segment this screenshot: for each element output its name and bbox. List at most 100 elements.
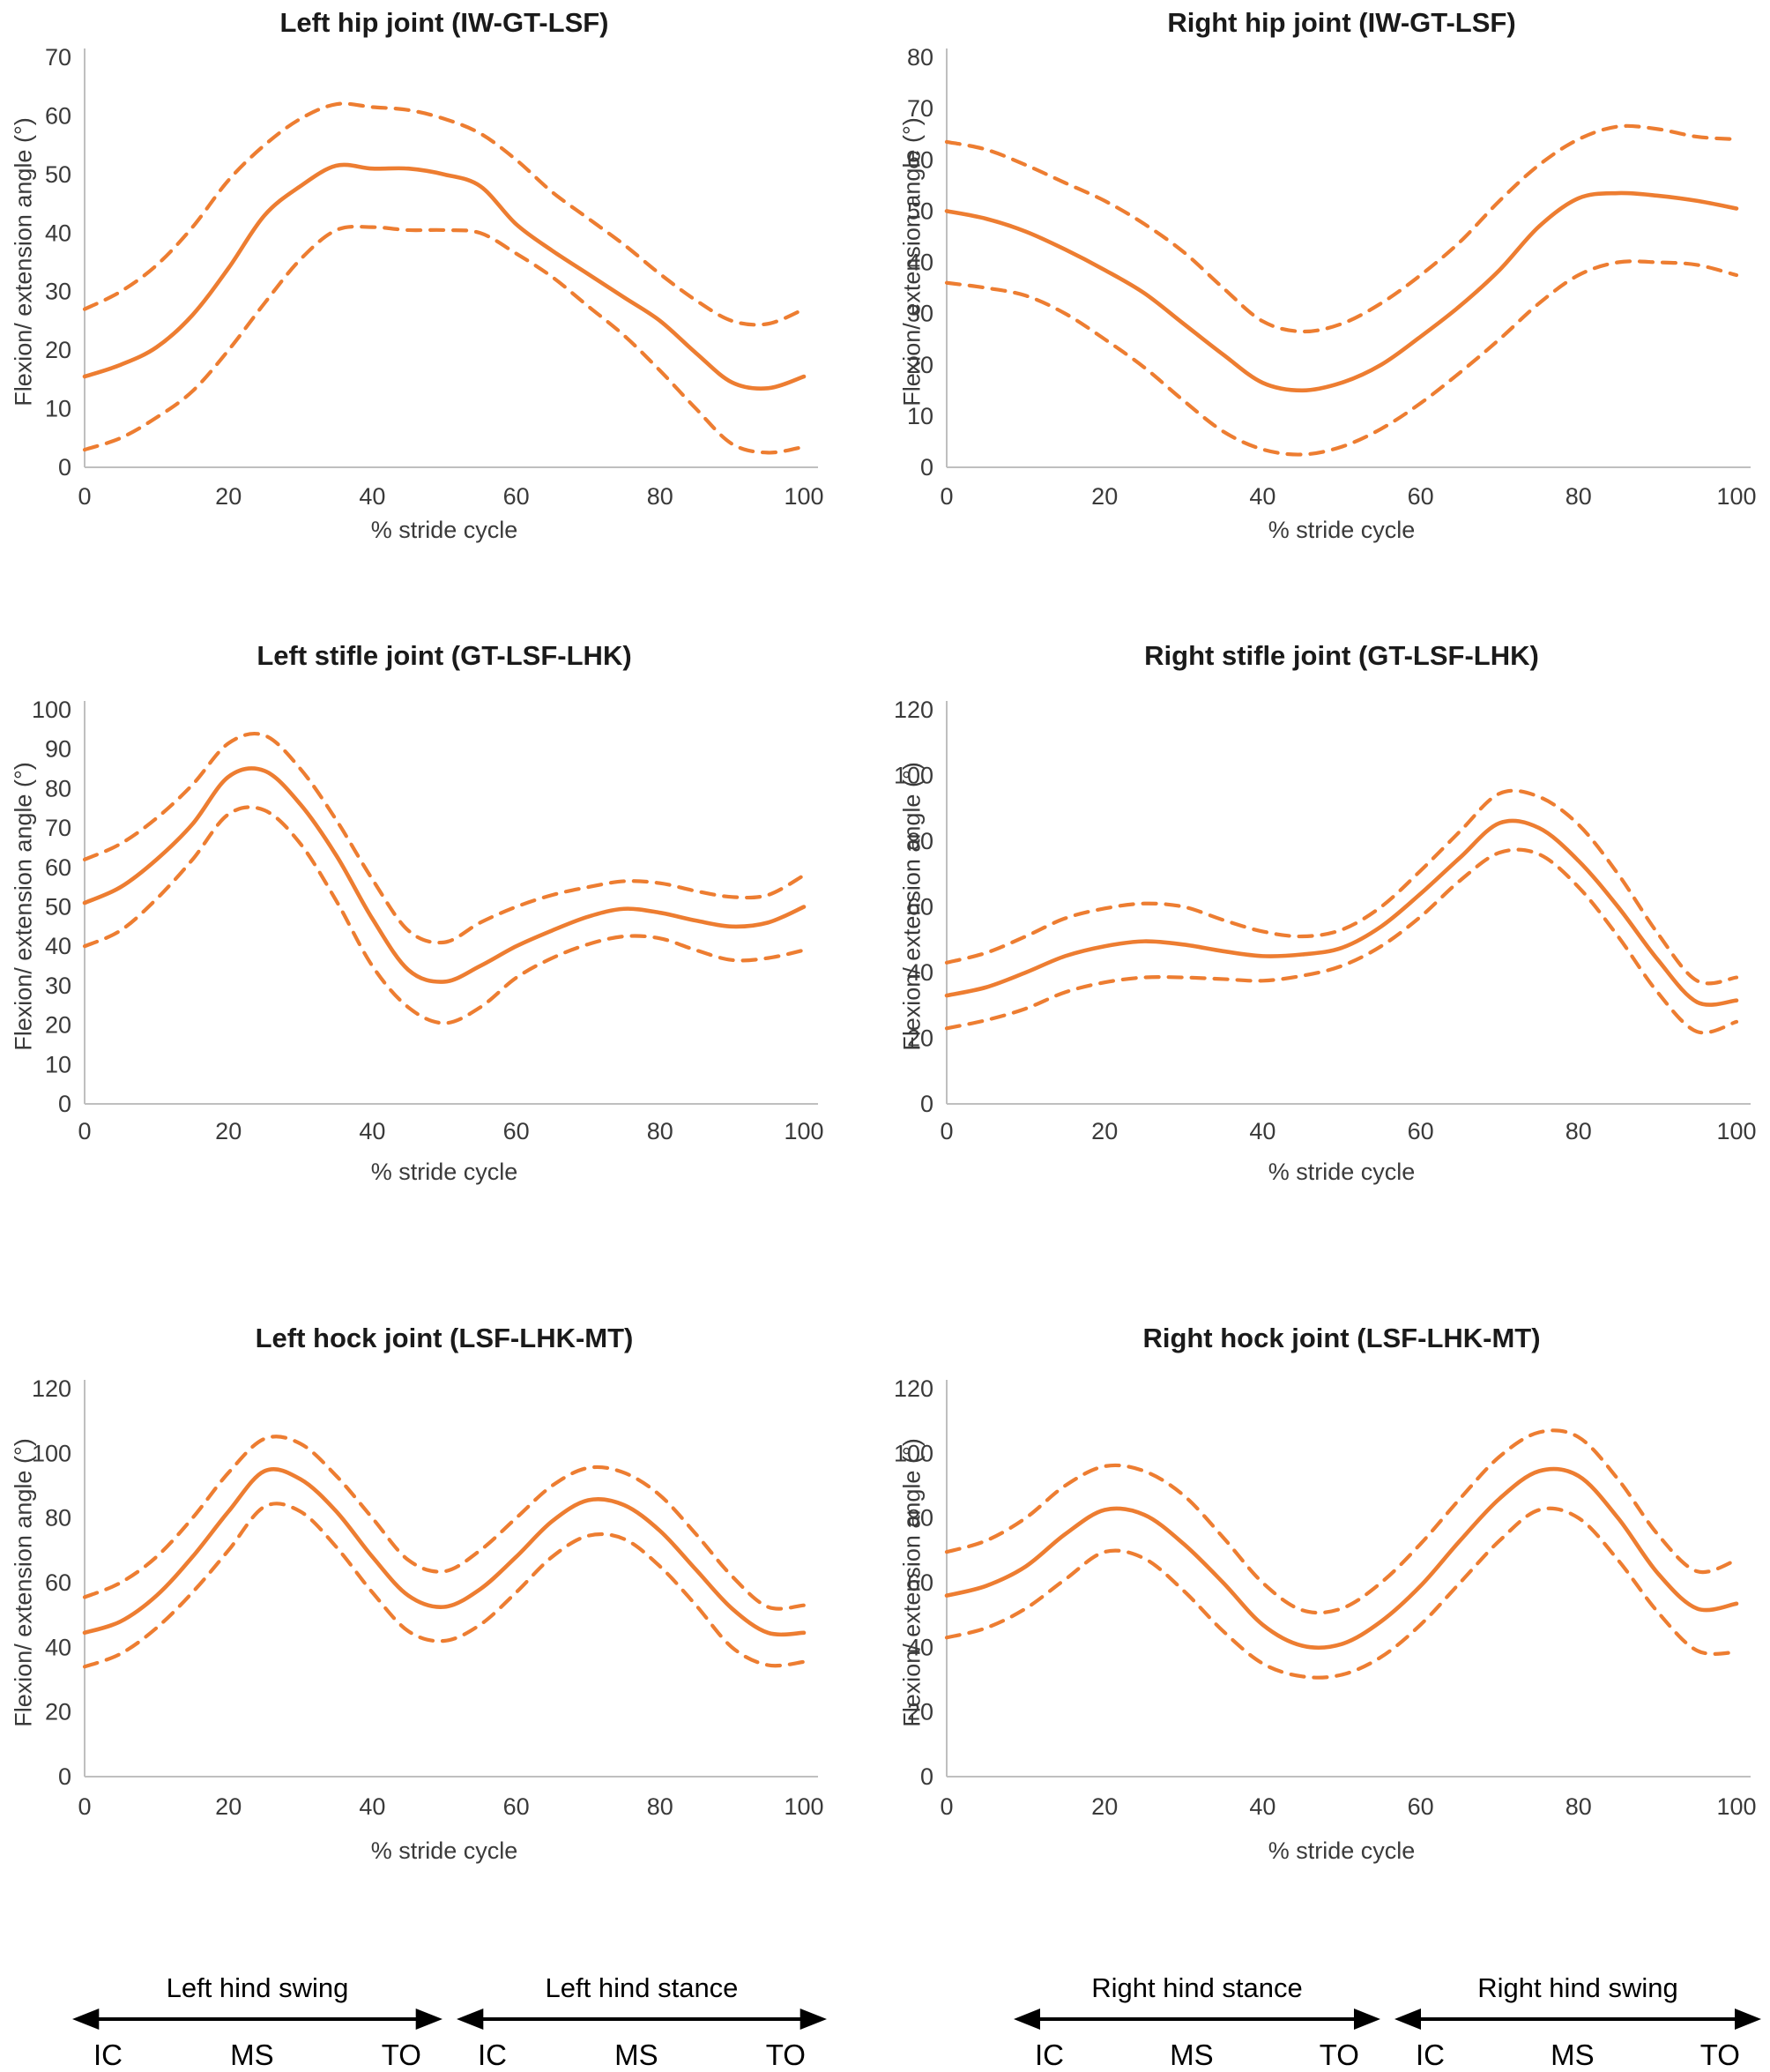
y-tick-label: 20	[45, 337, 71, 363]
y-tick-label: 20	[907, 1699, 933, 1725]
marker-ic: IC	[1416, 2038, 1445, 2071]
chart-left-stifle: 0 10 20 30 40 50 60 70 80 90 100 0 20 40 60 80 100 Left …	[0, 608, 885, 1234]
x-tick-label: 0	[78, 1118, 91, 1144]
double-headed-arrow	[457, 2009, 827, 2030]
marker-to: TO	[765, 2038, 806, 2071]
y-tick-label: 100	[894, 1440, 933, 1466]
x-axis-title: % stride cycle	[370, 1159, 518, 1185]
left-stifle-plot: 0 10 20 30 40 50 60 70 80 90 100 0 20 40 60 80 100	[32, 697, 824, 1144]
y-tick-label: 60	[907, 146, 933, 173]
y-tick-label: 30	[45, 279, 71, 305]
upper-sd-curve	[82, 1435, 807, 1611]
y-tick-label: 80	[907, 44, 933, 71]
y-tick-label: 80	[907, 828, 933, 854]
y-tick-label: 40	[45, 220, 71, 246]
phase-right-hind-stance: Right hind stance IC MS TO	[1012, 1973, 1382, 2072]
marker-ic: IC	[478, 2038, 507, 2071]
x-axis-title: % stride cycle	[1268, 1837, 1416, 1864]
y-axis-title: Flexion/ extension angle (°)	[10, 762, 37, 1051]
phase-markers: IC MS TO	[455, 2038, 829, 2072]
gait-phase-annotations: Left hind swing IC MS TO Left hind stanc…	[0, 1973, 1770, 2072]
y-tick-label: 10	[907, 403, 933, 429]
upper-sd-curve	[944, 123, 1739, 334]
x-tick-label: 40	[1249, 483, 1275, 510]
x-tick-label: 80	[647, 1793, 673, 1820]
x-tick-label: 80	[647, 1118, 673, 1144]
lower-sd-curve	[944, 847, 1739, 1035]
y-tick-label: 60	[45, 102, 71, 129]
x-tick-label: 40	[359, 1118, 385, 1144]
x-tick-label: 100	[1716, 1793, 1756, 1820]
y-tick-label: 30	[45, 973, 71, 999]
x-tick-label: 60	[1408, 1118, 1434, 1144]
x-tick-label: 60	[503, 1118, 530, 1144]
double-headed-arrow	[1014, 2009, 1380, 2030]
x-tick-label: 100	[784, 483, 823, 510]
chart-title: Right stifle joint (GT-LSF-LHK)	[1144, 640, 1539, 671]
x-tick-label: 80	[1565, 1118, 1592, 1144]
y-tick-label: 0	[58, 1763, 71, 1790]
y-tick-label: 100	[32, 697, 71, 723]
y-tick-label: 60	[45, 1569, 71, 1596]
y-axis-title: Flexion/ extension angle (°)	[898, 117, 926, 406]
y-axis-title: Flexion/ extension angle (°)	[10, 1438, 37, 1727]
y-tick-label: 80	[907, 1505, 933, 1532]
marker-to: TO	[381, 2038, 421, 2071]
y-tick-label: 60	[45, 854, 71, 881]
chart-right-hip: 0 10 20 30 40 50 60 70 80 0 20 40 60 80 100 Right hip …	[885, 0, 1770, 573]
marker-to: TO	[1699, 2038, 1740, 2071]
y-tick-label: 120	[32, 1375, 71, 1402]
y-tick-label: 0	[58, 454, 71, 481]
y-tick-label: 40	[907, 959, 933, 986]
phase-markers: IC MS TO	[1012, 2038, 1382, 2072]
chart-title: Left hip joint (IW-GT-LSF)	[279, 7, 609, 38]
phase-label: Left hind stance	[545, 1972, 739, 2003]
x-tick-label: 40	[1249, 1793, 1275, 1820]
x-tick-label: 60	[503, 1793, 530, 1820]
x-tick-label: 0	[78, 1793, 91, 1820]
x-tick-label: 40	[1249, 1118, 1275, 1144]
chart-left-hock: 0 20 40 60 80 100 120 0 20 40 60 80 100 Left hock jo…	[0, 1296, 885, 1949]
x-tick-label: 20	[1091, 1118, 1118, 1144]
phase-label: Right hind stance	[1091, 1972, 1303, 2003]
y-tick-label: 40	[907, 250, 933, 276]
marker-ic: IC	[1035, 2038, 1064, 2071]
phase-markers: IC MS TO	[1393, 2038, 1763, 2072]
y-tick-label: 20	[45, 1012, 71, 1039]
upper-sd-curve	[944, 788, 1739, 986]
y-tick-label: 50	[907, 198, 933, 224]
y-axis-title: Flexion/ extension angle (°)	[10, 117, 37, 406]
x-tick-label: 0	[940, 483, 953, 510]
y-tick-label: 60	[907, 1569, 933, 1596]
x-tick-label: 80	[647, 483, 673, 510]
y-tick-label: 0	[920, 454, 933, 481]
left-hock-plot: 0 20 40 60 80 100 120 0 20 40 60 80 100	[32, 1375, 824, 1820]
y-tick-label: 80	[45, 1505, 71, 1532]
double-headed-arrow	[1394, 2009, 1761, 2030]
chart-title: Right hip joint (IW-GT-LSF)	[1167, 7, 1516, 38]
x-tick-label: 60	[1408, 1793, 1434, 1820]
x-axis-title: % stride cycle	[1268, 1159, 1416, 1185]
x-tick-label: 60	[1408, 483, 1434, 510]
x-tick-label: 20	[1091, 483, 1118, 510]
y-tick-label: 70	[907, 95, 933, 122]
phase-markers: IC MS TO	[71, 2038, 444, 2072]
lower-sd-curve	[944, 1506, 1739, 1680]
y-tick-label: 10	[45, 1051, 71, 1077]
marker-ms: MS	[614, 2038, 658, 2071]
mean-curve	[944, 1466, 1739, 1651]
mean-curve	[944, 818, 1739, 1007]
y-tick-label: 120	[894, 697, 933, 723]
y-tick-label: 50	[45, 161, 71, 188]
lower-sd-curve	[82, 805, 807, 1025]
y-tick-label: 0	[920, 1091, 933, 1117]
mean-curve	[82, 162, 807, 391]
phase-left-hind-stance: Left hind stance IC MS TO	[455, 1973, 829, 2072]
x-tick-label: 40	[359, 483, 385, 510]
right-stifle-plot: 0 20 40 60 80 100 120 0 20 40 60 80 100	[894, 697, 1757, 1144]
lower-sd-curve	[944, 259, 1739, 457]
x-tick-label: 60	[503, 483, 530, 510]
marker-ms: MS	[1551, 2038, 1595, 2071]
y-tick-label: 0	[920, 1763, 933, 1790]
y-tick-label: 80	[45, 775, 71, 801]
